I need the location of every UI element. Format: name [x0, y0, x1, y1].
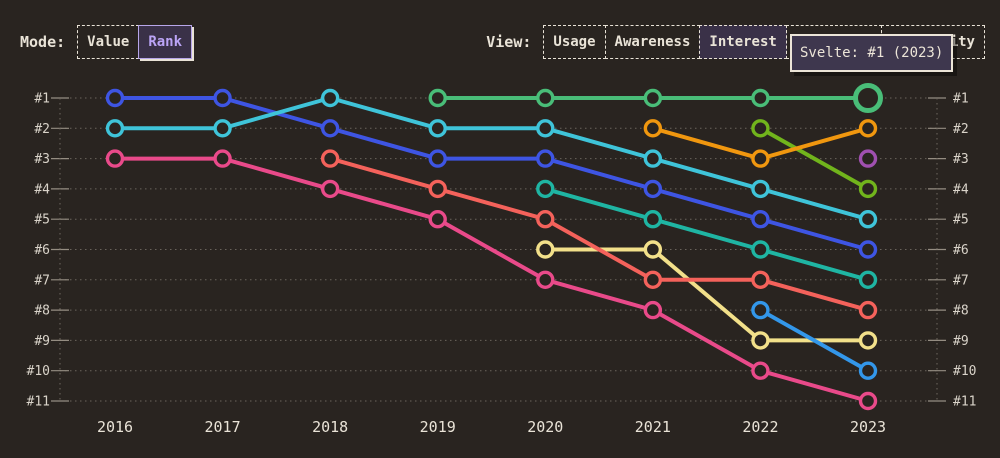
- marker-teal-2023[interactable]: [858, 270, 878, 289]
- rank-label-left-8: #8: [34, 304, 50, 319]
- marker-royal-blue-2021[interactable]: [643, 179, 663, 199]
- marker-salmon-2021[interactable]: [643, 270, 663, 289]
- marker-yellow-2020[interactable]: [536, 240, 555, 259]
- series-line-salmon: [329, 156, 869, 313]
- marker-royal-blue-2023[interactable]: [858, 240, 878, 259]
- marker-cyan-2022[interactable]: [751, 179, 770, 199]
- rank-label-right-11: #11: [953, 395, 976, 410]
- marker-pink-2016[interactable]: [105, 149, 125, 168]
- marker-cyan-2019[interactable]: [428, 119, 447, 138]
- rank-label-right-10: #10: [953, 364, 976, 379]
- marker-pink-2017[interactable]: [213, 149, 232, 168]
- year-label-2019: 2019: [420, 418, 456, 436]
- marker-orange-2021[interactable]: [643, 119, 663, 138]
- rank-label-right-5: #5: [953, 213, 969, 228]
- rank-label-right-6: #6: [953, 243, 969, 258]
- rank-label-left-4: #4: [34, 182, 50, 197]
- rank-label-left-6: #6: [34, 243, 50, 258]
- mode-label: Mode:: [20, 33, 66, 51]
- marker-yellow-2023[interactable]: [858, 331, 878, 350]
- marker-cyan-2023[interactable]: [858, 209, 878, 229]
- marker-pink-2019[interactable]: [428, 209, 447, 229]
- marker-teal-2022[interactable]: [751, 240, 770, 259]
- mode-button-row: Value Rank: [77, 25, 193, 59]
- rank-label-left-11: #11: [27, 395, 50, 410]
- marker-cyan-2021[interactable]: [643, 149, 663, 168]
- marker-svelte-green-2019[interactable]: [428, 88, 447, 108]
- rank-label-left-3: #3: [34, 152, 50, 167]
- marker-lime-2023[interactable]: [858, 179, 878, 199]
- marker-pink-2022[interactable]: [751, 361, 770, 380]
- marker-pink-2018[interactable]: [320, 179, 340, 199]
- rank-label-right-4: #4: [953, 182, 969, 197]
- marker-orange-2022[interactable]: [751, 149, 770, 168]
- marker-yellow-2021[interactable]: [643, 240, 663, 259]
- view-label: View:: [486, 33, 532, 51]
- marker-cyan-2017[interactable]: [213, 119, 232, 138]
- rank-label-right-2: #2: [953, 122, 969, 137]
- marker-salmon-2019[interactable]: [428, 179, 447, 199]
- series-line-teal: [544, 186, 869, 282]
- series-line-cyan: [115, 96, 869, 222]
- year-label-2018: 2018: [312, 418, 348, 436]
- series-line-royal-blue: [115, 96, 869, 252]
- marker-salmon-2018[interactable]: [320, 149, 340, 168]
- mode-option-rank[interactable]: Rank: [138, 25, 193, 59]
- year-label-2023: 2023: [850, 418, 886, 436]
- series-line-sky-blue: [759, 308, 869, 373]
- rank-label-left-1: #1: [34, 92, 50, 107]
- chart-tooltip: Svelte: #1 (2023): [790, 34, 954, 72]
- rank-label-right-1: #1: [953, 92, 969, 107]
- marker-purple-2023[interactable]: [858, 149, 878, 168]
- marker-royal-blue-2022[interactable]: [751, 209, 770, 229]
- rank-label-left-2: #2: [34, 122, 50, 137]
- chart-tooltip-text: Svelte: #1 (2023): [800, 45, 944, 61]
- marker-royal-blue-2020[interactable]: [536, 149, 555, 168]
- highlight-marker-svelte-green-2023[interactable]: [853, 83, 883, 113]
- marker-orange-2023[interactable]: [858, 119, 878, 138]
- marker-royal-blue-2019[interactable]: [428, 149, 447, 168]
- series-line-pink: [115, 156, 869, 403]
- marker-lime-2022[interactable]: [751, 119, 770, 138]
- marker-svelte-green-2021[interactable]: [643, 88, 663, 108]
- marker-svelte-green-2020[interactable]: [536, 88, 555, 108]
- marker-sky-blue-2023[interactable]: [858, 361, 878, 380]
- year-label-2021: 2021: [635, 418, 671, 436]
- mode-toggle-group: Mode: Value Rank: [20, 25, 193, 59]
- marker-salmon-2022[interactable]: [751, 270, 770, 289]
- marker-cyan-2020[interactable]: [536, 119, 555, 138]
- rank-label-left-10: #10: [27, 364, 50, 379]
- rank-label-left-5: #5: [34, 213, 50, 228]
- year-label-2022: 2022: [742, 418, 778, 436]
- marker-salmon-2023[interactable]: [858, 300, 878, 320]
- marker-sky-blue-2022[interactable]: [751, 300, 770, 320]
- rank-label-right-7: #7: [953, 273, 969, 288]
- rank-label-right-3: #3: [953, 152, 969, 167]
- rank-label-left-9: #9: [34, 334, 50, 349]
- marker-teal-2021[interactable]: [643, 209, 663, 229]
- marker-royal-blue-2016[interactable]: [105, 88, 125, 108]
- marker-cyan-2018[interactable]: [320, 88, 340, 108]
- marker-svelte-green-2022[interactable]: [751, 88, 770, 108]
- rank-label-left-7: #7: [34, 273, 50, 288]
- year-label-2020: 2020: [527, 418, 563, 436]
- marker-salmon-2020[interactable]: [536, 209, 555, 229]
- year-label-2016: 2016: [97, 418, 133, 436]
- marker-pink-2023[interactable]: [858, 391, 878, 411]
- year-label-2017: 2017: [205, 418, 241, 436]
- rank-label-right-9: #9: [953, 334, 969, 349]
- marker-pink-2020[interactable]: [536, 270, 555, 289]
- marker-yellow-2022[interactable]: [751, 331, 770, 350]
- series-line-lime: [759, 126, 869, 191]
- marker-royal-blue-2018[interactable]: [320, 119, 340, 138]
- rank-label-right-8: #8: [953, 304, 969, 319]
- marker-cyan-2016[interactable]: [105, 119, 125, 138]
- marker-teal-2020[interactable]: [536, 179, 555, 199]
- marker-royal-blue-2017[interactable]: [213, 88, 232, 108]
- marker-pink-2021[interactable]: [643, 300, 663, 320]
